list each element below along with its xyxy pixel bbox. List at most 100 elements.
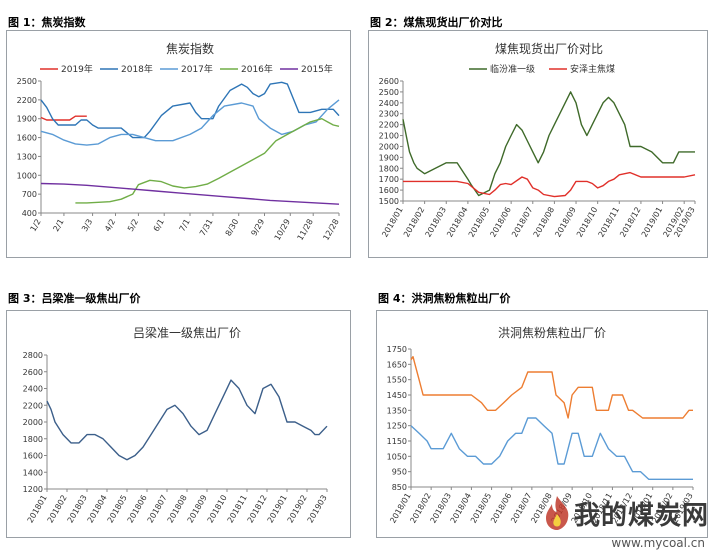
y-tick-label: 850 (392, 483, 407, 492)
legend-label: 2018年 (121, 63, 153, 75)
y-tick-label: 400 (22, 209, 37, 218)
series-line-1 (410, 356, 693, 419)
legend-label: 2019年 (61, 63, 93, 75)
flame-icon (545, 496, 569, 530)
y-tick-label: 2100 (379, 132, 399, 141)
y-tick-label: 2500 (17, 77, 37, 86)
series-line-4 (75, 118, 340, 204)
x-tick-label: 3/3 (80, 218, 94, 234)
y-tick-label: 1800 (379, 164, 399, 173)
y-tick-label: 1450 (387, 391, 407, 400)
y-tick-label: 2000 (23, 418, 43, 427)
y-tick-label: 2300 (379, 110, 399, 119)
y-tick-label: 1500 (379, 197, 399, 206)
x-tick-label: 8/30 (224, 218, 241, 238)
watermark-brand: 我的煤炭网 (573, 500, 709, 531)
x-tick-label: 2018/06 (488, 206, 512, 239)
series-line-1 (46, 379, 328, 461)
series-line-1 (402, 91, 695, 197)
y-tick-label: 1600 (379, 186, 399, 195)
x-tick-label: 201903 (306, 494, 329, 525)
figure-caption-3: 图 3：吕梁准一级焦出厂价 (8, 292, 141, 305)
y-tick-label: 1600 (17, 134, 37, 143)
x-tick-label: 7/1 (178, 218, 192, 234)
y-tick-label: 1700 (379, 175, 399, 184)
y-tick-label: 2400 (379, 99, 399, 108)
x-tick-label: 2/1 (51, 218, 65, 234)
x-tick-label: 2018/03 (424, 206, 448, 239)
x-tick-label: 2018/10 (575, 206, 599, 239)
x-tick-label: 4/2 (103, 218, 117, 234)
y-tick-label: 1600 (23, 452, 43, 461)
chart-lvliang-coke-price: 吕梁准一级焦出厂价 1200 1400 1600 1800 2000 2200 2400 260… (23, 325, 329, 525)
x-tick-label: 2018/05 (467, 206, 491, 239)
figure-caption-1: 图 1：焦炭指数 (8, 16, 86, 29)
chart-title: 吕梁准一级焦出厂价 (133, 325, 241, 340)
y-tick-label: 1650 (387, 360, 407, 369)
chart-hongtong-coke-price: 洪洞焦粉焦粒出厂价 850 950 1050 1150 1250 1350 1450 1550 1… (387, 325, 695, 525)
x-tick-label: 12/28 (321, 218, 340, 242)
y-tick-label: 2600 (379, 77, 399, 86)
y-tick-label: 1200 (23, 485, 43, 494)
watermark-url: www.mycoal.cn (611, 536, 705, 550)
series-line-3 (40, 99, 340, 146)
series-line-5 (40, 182, 340, 205)
figure-caption-4: 图 4：洪洞焦粉焦粒出厂价 (378, 292, 511, 305)
y-tick-label: 1050 (387, 452, 407, 461)
x-tick-label: 2018/12 (618, 206, 642, 239)
x-tick-label: 2018/02 (402, 206, 426, 239)
chart-panel-1: 焦炭指数 400 700 1000 1300 1600 1900 2200 2500 1/2 2/1… (6, 30, 351, 258)
chart-coke-index: 焦炭指数 400 700 1000 1300 1600 1900 2200 2500 1/2 2/1… (17, 41, 341, 242)
y-tick-label: 2000 (379, 142, 399, 151)
chart-panel-4: 洪洞焦粉焦粒出厂价 850 950 1050 1150 1250 1350 1450 1550 1… (376, 310, 708, 538)
x-tick-label: 7/31 (198, 218, 215, 238)
x-tick-label: 2018/07 (510, 206, 534, 239)
legend-label: 2015年 (301, 63, 333, 75)
legend-label: 安泽主焦煤 (570, 63, 615, 75)
y-tick-label: 2800 (23, 351, 43, 360)
x-tick-label: 9/29 (249, 218, 266, 238)
series-line-1 (40, 115, 87, 121)
series-line-2 (410, 417, 693, 480)
y-tick-label: 2500 (379, 88, 399, 97)
x-tick-label: 2018/08 (532, 206, 556, 239)
y-tick-label: 2400 (23, 385, 43, 394)
chart-title: 煤焦现货出厂价对比 (495, 41, 603, 56)
x-tick-label: 2018/11 (597, 206, 621, 239)
y-tick-label: 1900 (17, 115, 37, 124)
x-tick-label: 1/2 (29, 218, 43, 234)
series-line-2 (403, 171, 696, 198)
y-tick-label: 2200 (379, 121, 399, 130)
watermark-logo: 我的煤炭网 (540, 494, 709, 532)
x-tick-label: 2018/01 (380, 206, 404, 239)
chart-panel-3: 吕梁准一级焦出厂价 1200 1400 1600 1800 2000 2200 2400 260… (6, 310, 351, 538)
y-tick-label: 700 (22, 190, 37, 199)
x-tick-label: 2018/09 (553, 206, 577, 239)
x-tick-label: 2018/04 (445, 206, 469, 239)
y-tick-label: 2600 (23, 368, 43, 377)
y-tick-label: 1800 (23, 435, 43, 444)
y-tick-label: 1400 (23, 468, 43, 477)
x-tick-label: 11/28 (296, 218, 315, 242)
y-tick-label: 1150 (387, 437, 407, 446)
legend-label: 临汾准一级 (490, 63, 535, 75)
series-line-2 (40, 81, 340, 139)
y-tick-label: 2200 (17, 96, 37, 105)
y-tick-label: 1550 (387, 376, 407, 385)
y-tick-label: 2200 (23, 401, 43, 410)
legend-label: 2016年 (241, 63, 273, 75)
x-tick-label: 5/2 (126, 218, 140, 234)
y-tick-label: 1350 (387, 406, 407, 415)
y-tick-label: 950 (392, 468, 407, 477)
chart-panel-2: 煤焦现货出厂价对比 1500 1600 1700 1800 1900 2000 2100 220… (368, 30, 708, 258)
y-tick-label: 1300 (17, 152, 37, 161)
y-tick-label: 1900 (379, 153, 399, 162)
figure-caption-2: 图 2：煤焦现货出厂价对比 (370, 16, 503, 29)
legend-label: 2017年 (181, 63, 213, 75)
y-tick-label: 1000 (17, 171, 37, 180)
chart-title: 洪洞焦粉焦粒出厂价 (498, 325, 606, 340)
x-tick-label: 2019/01 (640, 206, 664, 239)
y-tick-label: 1750 (387, 345, 407, 354)
x-tick-label: 10/29 (273, 218, 292, 242)
